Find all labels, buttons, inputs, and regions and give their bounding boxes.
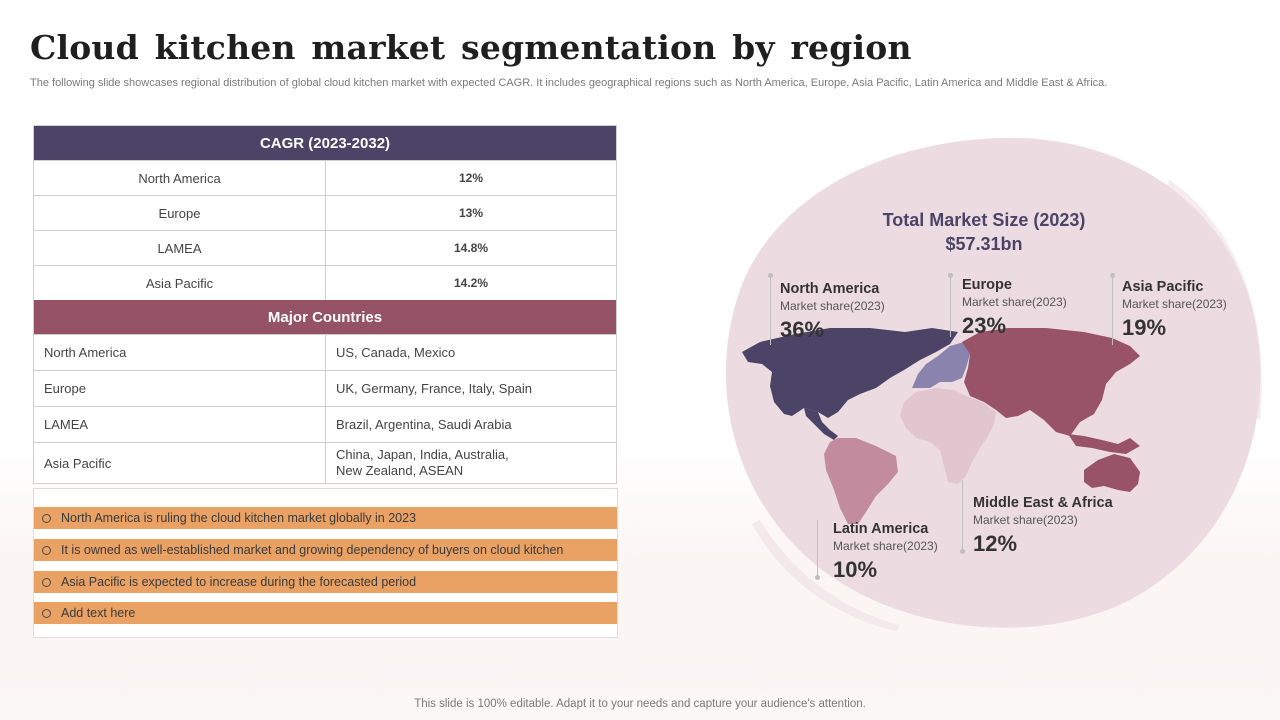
cagr-region: Europe (158, 205, 201, 221)
region-latin-america: Latin America Market share(2023) 10% (833, 521, 938, 583)
north-america-leader (768, 273, 773, 345)
cagr-value: 13% (325, 196, 616, 230)
major-region: Europe (44, 381, 86, 396)
region-name: Middle East & Africa (973, 495, 1113, 511)
central-america-shape (804, 408, 838, 440)
segmentation-table: CAGR (2023-2032) North America 12% Europ… (33, 125, 617, 484)
total-market-label: Total Market Size (2023) (882, 210, 1086, 230)
page-subtitle: The following slide showcases regional d… (30, 77, 1108, 89)
region-name: Latin America (833, 521, 929, 537)
region-share-value: 10% (833, 557, 878, 582)
major-region: LAMEA (44, 417, 89, 432)
bullet-circle-icon (42, 545, 51, 555)
cagr-header: CAGR (2023-2032) (34, 126, 616, 160)
cagr-value: 14.8% (325, 231, 616, 265)
cagr-region: LAMEA (157, 240, 202, 256)
major-region: Asia Pacific (44, 455, 112, 471)
europe-leader (948, 273, 953, 337)
cagr-row: North America 12% (34, 160, 616, 195)
major-countries: US, Canada, Mexico (325, 335, 616, 370)
footer-note: This slide is 100% editable. Adapt it to… (414, 698, 866, 710)
region-north-america: North America Market share(2023) 36% (780, 281, 885, 343)
key-point-text: Asia Pacific is expected to increase dur… (61, 575, 417, 589)
bullet-circle-icon (42, 513, 51, 523)
major-row: LAMEA Brazil, Argentina, Saudi Arabia (34, 406, 616, 442)
region-share-label: Market share(2023) (833, 539, 938, 553)
bullet-circle-icon (42, 577, 51, 587)
major-region: North America (44, 345, 127, 360)
total-market-size: Total Market Size (2023) $57.31bn (830, 208, 1138, 256)
key-points-box: North America is ruling the cloud kitche… (33, 488, 618, 638)
region-name: Asia Pacific (1122, 279, 1204, 295)
region-share-label: Market share(2023) (962, 295, 1067, 309)
region-share-value: 12% (973, 531, 1018, 556)
asia-shape (962, 328, 1140, 436)
cagr-row: Asia Pacific 14.2% (34, 265, 616, 300)
total-market-value: $57.31bn (945, 234, 1023, 254)
mea-leader (960, 480, 965, 554)
region-name: Europe (962, 277, 1012, 293)
region-share-label: Market share(2023) (973, 513, 1078, 527)
southeast-asia-islands-shape (1068, 434, 1140, 454)
key-point-text: It is owned as well-established market a… (61, 543, 564, 557)
major-row: Europe UK, Germany, France, Italy, Spain (34, 370, 616, 406)
key-point-text: North America is ruling the cloud kitche… (61, 511, 417, 525)
cagr-value: 14.2% (325, 266, 616, 300)
world-map (725, 137, 1262, 631)
major-row: Asia Pacific China, Japan, India, Austra… (34, 442, 616, 483)
bullet-circle-icon (42, 608, 51, 618)
major-countries-header: Major Countries (34, 300, 616, 334)
cagr-row: Europe 13% (34, 195, 616, 230)
world-map-panel: Total Market Size (2023) $57.31bn North … (700, 120, 1280, 640)
page-title: Cloud kitchen market segmentation by reg… (30, 28, 912, 67)
region-share-label: Market share(2023) (780, 299, 885, 313)
europe-shape (912, 342, 970, 388)
region-europe: Europe Market share(2023) 23% (962, 277, 1067, 339)
south-america-shape (824, 438, 898, 524)
cagr-region: Asia Pacific (145, 275, 214, 291)
major-row: North America US, Canada, Mexico (34, 334, 616, 370)
key-point: North America is ruling the cloud kitche… (34, 507, 617, 529)
key-point: It is owned as well-established market a… (34, 539, 617, 561)
cagr-row: LAMEA 14.8% (34, 230, 616, 265)
region-asia-pacific: Asia Pacific Market share(2023) 19% (1122, 279, 1227, 341)
major-countries: Brazil, Argentina, Saudi Arabia (325, 407, 616, 442)
major-countries: China, Japan, India, Australia, New Zeal… (325, 443, 616, 483)
key-point-text: Add text here (61, 606, 136, 620)
major-countries: UK, Germany, France, Italy, Spain (325, 371, 616, 406)
cagr-region: North America (138, 170, 221, 186)
region-share-value: 19% (1122, 315, 1167, 340)
north-america-shape (742, 328, 958, 418)
region-share-value: 23% (962, 313, 1007, 338)
africa-shape (900, 388, 996, 484)
region-share-label: Market share(2023) (1122, 297, 1227, 311)
region-name: North America (780, 281, 880, 297)
globe-brush-edge (752, 180, 1262, 631)
key-point: Add text here (34, 602, 617, 624)
latin-america-leader (815, 520, 820, 580)
region-middle-east-africa: Middle East & Africa Market share(2023) … (973, 495, 1113, 557)
cagr-value: 12% (325, 161, 616, 195)
region-share-value: 36% (780, 317, 825, 342)
key-point: Asia Pacific is expected to increase dur… (34, 571, 617, 593)
asia-pacific-leader (1110, 273, 1115, 345)
australia-shape (1084, 454, 1140, 492)
